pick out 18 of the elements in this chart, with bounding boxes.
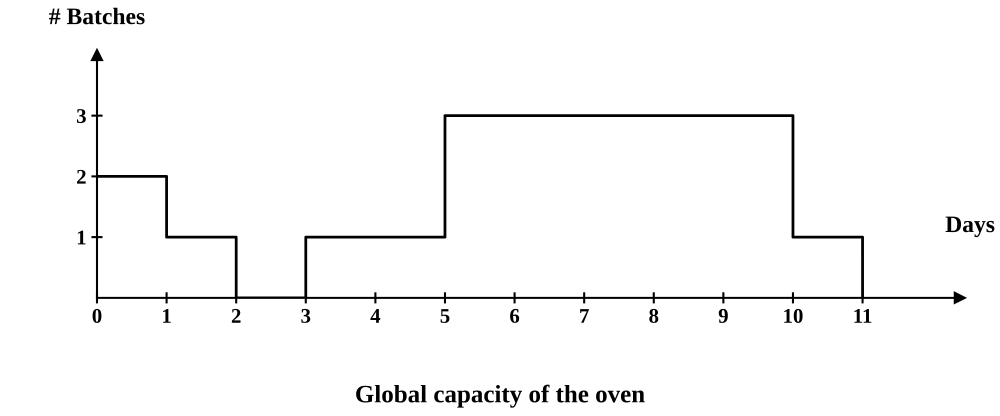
- x-tick-label: 10: [784, 308, 803, 323]
- x-tick-label: 3: [301, 308, 310, 323]
- x-tick-label: 5: [440, 309, 450, 323]
- x-tick-label: 6: [510, 308, 520, 323]
- y-tick-label: 1: [78, 230, 86, 244]
- x-tick-label: 0: [92, 308, 102, 323]
- y-axis-title: # Batches: [49, 8, 145, 24]
- x-tick-label: 7: [580, 309, 589, 323]
- x-tick-label: 4: [370, 309, 380, 323]
- x-tick-label: 2: [232, 308, 241, 323]
- x-tick-label: 11: [854, 308, 872, 323]
- x-axis-title: Days: [946, 216, 994, 238]
- x-tick-label: 8: [649, 308, 658, 323]
- x-tick-label: 9: [718, 308, 728, 323]
- y-tick-label: 2: [77, 170, 86, 184]
- text: Global capacity of the oven: [356, 384, 645, 408]
- y-tick-label: 3: [76, 109, 86, 124]
- x-tick-label: 1: [163, 308, 171, 323]
